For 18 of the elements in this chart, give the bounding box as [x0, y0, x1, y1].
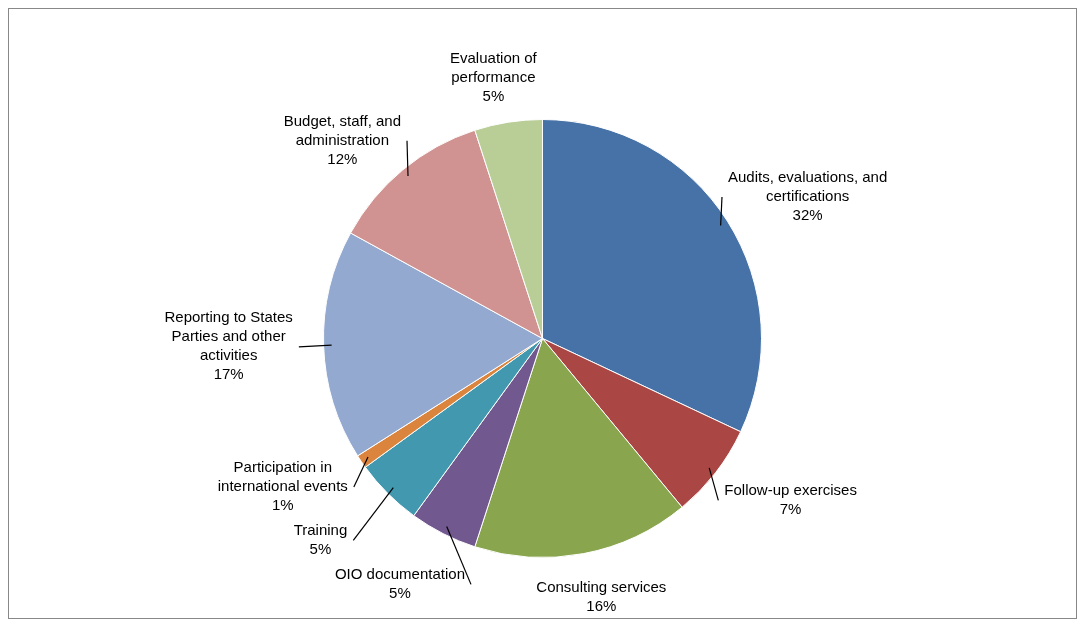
- data-label: 16%: [586, 597, 617, 615]
- data-label: 5%: [309, 540, 332, 558]
- data-label: 5%: [389, 584, 411, 602]
- data-label: 17%: [213, 365, 244, 383]
- data-label: 1%: [271, 496, 294, 514]
- slice-label: Training: [293, 521, 348, 539]
- slice-label: Participation in international events: [217, 458, 348, 495]
- data-label: 7%: [779, 499, 802, 517]
- data-label: 32%: [792, 206, 823, 224]
- slice-label: Budget, staff, and administration: [283, 111, 402, 148]
- data-label: 5%: [482, 86, 505, 104]
- slice-label: Audits, evaluations, and certifications: [727, 168, 888, 205]
- data-label: 12%: [327, 149, 358, 167]
- slice-label: Consulting services: [536, 578, 667, 596]
- slice-label: Evaluation of performance: [450, 48, 538, 85]
- slice-label: Follow-up exercises: [724, 480, 857, 498]
- slice-label: OIO documentation: [334, 565, 465, 583]
- slice-label: Reporting to States Parties and other activities: [164, 308, 293, 364]
